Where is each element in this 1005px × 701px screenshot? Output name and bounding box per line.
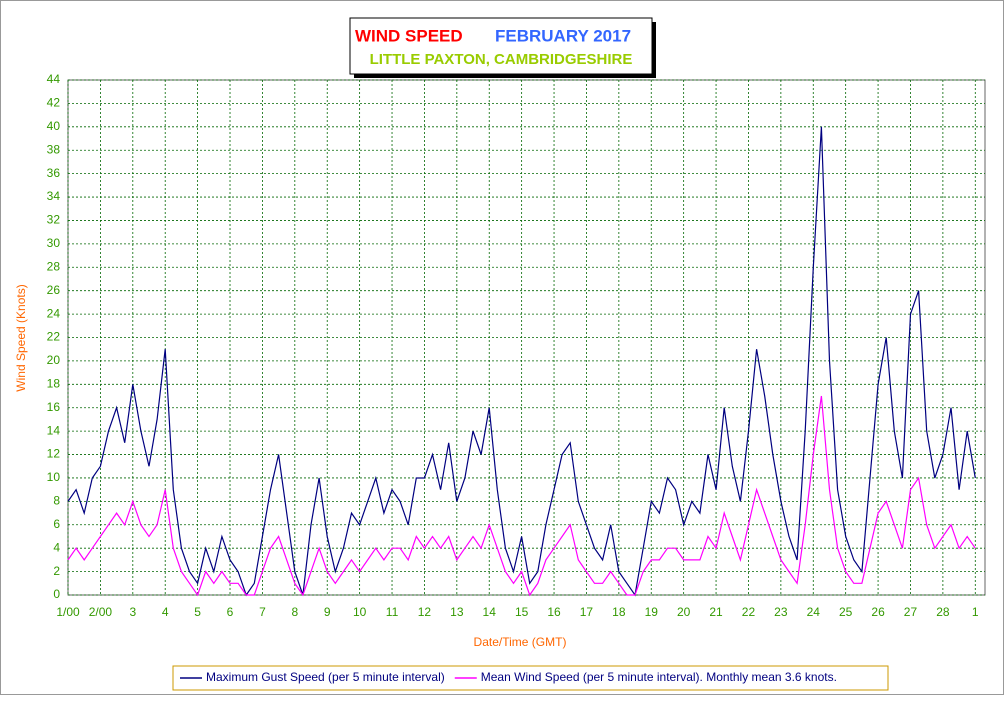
x-tick-label: 8 [291, 605, 298, 619]
x-tick-label: 18 [612, 605, 626, 619]
x-tick-label: 28 [936, 605, 950, 619]
x-tick-label: 1 [972, 605, 979, 619]
y-tick-label: 28 [47, 259, 61, 273]
x-tick-label: 4 [162, 605, 169, 619]
x-tick-label: 1/00 [56, 605, 80, 619]
legend-box [172, 665, 889, 691]
y-tick-label: 26 [47, 283, 61, 297]
y-tick-label: 0 [53, 587, 60, 601]
legend-label: Maximum Gust Speed (per 5 minute interva… [206, 670, 445, 684]
x-axis-label: Date/Time (GMT) [474, 635, 567, 649]
y-tick-label: 32 [47, 213, 61, 227]
legend-label: Mean Wind Speed (per 5 minute interval).… [481, 670, 837, 684]
x-tick-label: 19 [645, 605, 659, 619]
x-tick-label: 27 [904, 605, 918, 619]
y-tick-label: 38 [47, 142, 61, 156]
y-tick-label: 16 [47, 400, 61, 414]
x-tick-label: 6 [227, 605, 234, 619]
title-box [349, 17, 653, 75]
x-tick-label: 10 [353, 605, 367, 619]
x-tick-label: 13 [450, 605, 464, 619]
x-tick-label: 16 [547, 605, 561, 619]
x-tick-label: 17 [580, 605, 594, 619]
y-tick-label: 20 [47, 353, 61, 367]
y-tick-label: 18 [47, 376, 61, 390]
x-tick-label: 12 [418, 605, 432, 619]
x-tick-label: 22 [742, 605, 756, 619]
x-tick-label: 24 [807, 605, 821, 619]
y-tick-label: 6 [53, 517, 60, 531]
y-tick-label: 40 [47, 119, 61, 133]
y-tick-label: 24 [47, 306, 61, 320]
y-tick-label: 14 [47, 423, 61, 437]
y-axis-label: Wind Speed (Knots) [14, 284, 28, 391]
x-tick-label: 9 [324, 605, 331, 619]
y-tick-label: 4 [53, 540, 60, 554]
y-tick-label: 12 [47, 447, 61, 461]
y-tick-label: 10 [47, 470, 61, 484]
x-tick-label: 20 [677, 605, 691, 619]
y-tick-label: 42 [47, 96, 61, 110]
chart-subtitle: LITTLE PAXTON, CAMBRIDGESHIRE [370, 51, 633, 68]
chart-title-period: FEBRUARY 2017 [495, 26, 631, 45]
x-tick-label: 26 [871, 605, 885, 619]
y-tick-label: 8 [53, 494, 60, 508]
series-line [67, 126, 976, 597]
x-tick-label: 15 [515, 605, 529, 619]
y-tick-label: 2 [53, 564, 60, 578]
y-tick-label: 22 [47, 330, 61, 344]
x-tick-label: 21 [709, 605, 723, 619]
x-tick-label: 14 [483, 605, 497, 619]
y-tick-label: 44 [47, 72, 61, 86]
y-tick-label: 36 [47, 166, 61, 180]
x-tick-label: 25 [839, 605, 853, 619]
x-tick-label: 3 [129, 605, 136, 619]
x-tick-label: 7 [259, 605, 266, 619]
chart-title: WIND SPEED [355, 26, 463, 45]
x-tick-label: 2/00 [89, 605, 113, 619]
y-tick-label: 34 [47, 189, 61, 203]
x-tick-label: 11 [386, 605, 399, 619]
x-tick-label: 5 [194, 605, 201, 619]
x-tick-label: 23 [774, 605, 788, 619]
series-line [67, 395, 976, 597]
y-tick-label: 30 [47, 236, 61, 250]
